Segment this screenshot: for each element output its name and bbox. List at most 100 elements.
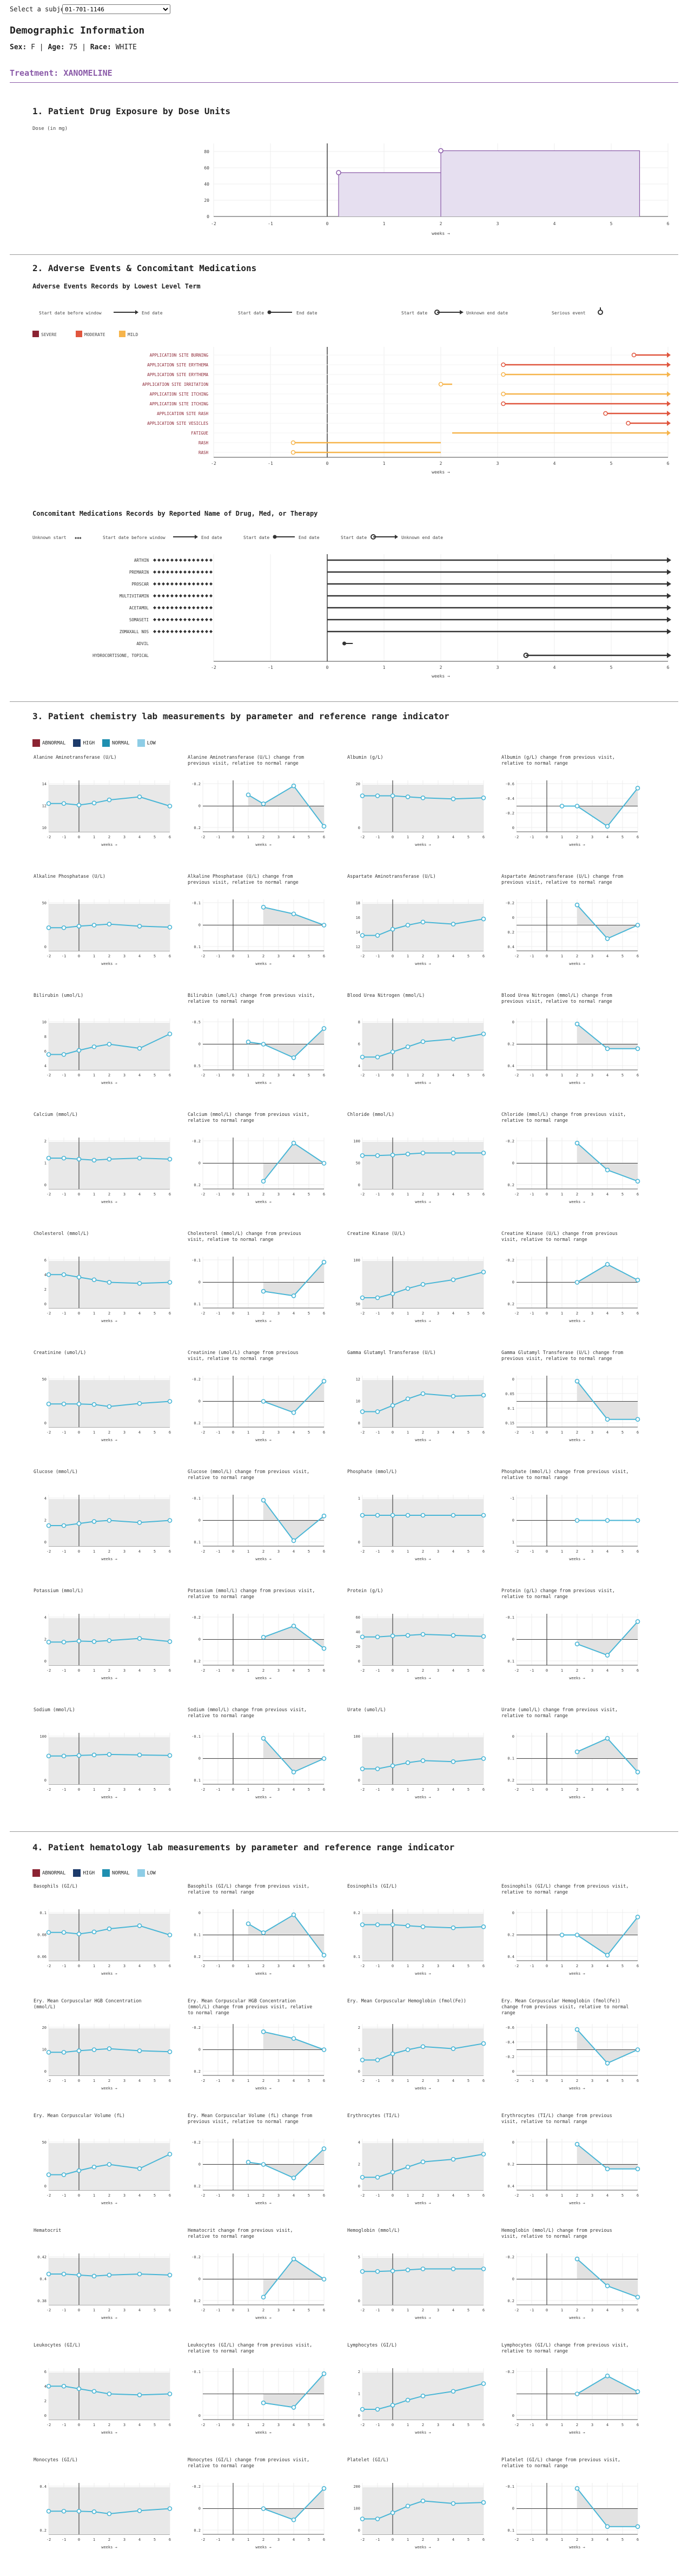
y-tick-label: 0 [199,1280,201,1285]
y-tick-label: -0.2 [505,811,514,816]
hematology-legend: ABNORMAL HIGH NORMAL LOW [32,1867,163,1877]
y-tick-label: 0.2 [39,2528,47,2533]
lab-point [420,1151,426,1155]
x-tick-label: 2 [108,1311,110,1316]
x-tick-label: 6 [323,2079,325,2083]
lab-panel: Basophils (GI/L) change from previous vi… [188,1884,327,1976]
lab-point [405,1044,411,1049]
x-tick-label: -1 [530,2538,534,2542]
panel-xlabel: weeks → [569,2201,585,2205]
legend-text: Start date [243,535,269,540]
delta-point [261,2295,266,2299]
x-tick-label: 5 [467,1073,469,1077]
delta-point [321,1259,327,1265]
x-tick-label: 2 [576,1192,578,1197]
x-tick-label: -1 [530,2193,534,2198]
x-tick-label: -2 [211,221,216,226]
delta-area [263,2488,324,2520]
x-tick-label: 3 [437,2308,439,2312]
x-tick-label: 1 [93,1964,95,1968]
lab-point [375,2174,380,2180]
lab-point [360,793,365,798]
normal-range-band [362,2258,484,2305]
x-tick-label: -2 [47,1192,51,1197]
cm-arrow [667,581,671,587]
x-tick-label: -2 [47,1788,51,1792]
x-tick-label: 6 [169,835,171,839]
x-tick-label: 1 [93,1311,95,1316]
delta-point [291,1140,296,1146]
x-tick-label: -1 [375,1192,380,1197]
lab-point [451,1633,456,1638]
x-tick-label: 6 [637,1073,639,1077]
lab-point [420,1924,426,1929]
cm-unknown-start [157,594,161,597]
x-tick-label: -1 [216,954,220,958]
x-tick-label: 2 [108,954,110,958]
panel-title: Potassium (mmol/L) change from previous … [188,1588,315,1594]
lab-point [420,2159,426,2165]
x-tick-label: 5 [621,1192,624,1197]
x-tick-label: -1 [530,1311,534,1316]
lab-point [76,2048,82,2053]
x-tick-label: 0 [546,2193,548,2198]
y-tick-label: 50 [42,1377,47,1382]
cm-unknown-start [157,582,161,586]
legend-text: End date [142,311,163,316]
panel-title: Bilirubin (umol/L) change from previous … [188,993,315,998]
delta-point [574,804,580,809]
cm-unknown-start [209,558,213,562]
x-tick-label: 3 [123,2538,125,2542]
lab-point [91,1158,97,1163]
cm-unknown-start [196,582,200,586]
legend-swatch [137,1869,145,1877]
x-tick-label: -1 [268,221,273,226]
x-tick-label: 1 [247,954,249,958]
x-tick-label: 1 [247,1964,249,1968]
lab-point [46,2049,51,2055]
x-tick-label: -2 [201,1788,205,1792]
delta-point [291,1410,296,1415]
subject-select[interactable]: 01-701-1146 [62,4,170,14]
cm-unknown-start [188,630,191,633]
lab-point [360,1922,365,1927]
y-tick-label: -0.2 [505,1258,514,1263]
y-tick-label: 0 [358,2184,360,2189]
x-tick-label: 0 [392,1430,394,1435]
x-tick-label: -1 [268,665,273,670]
lab-point [390,1633,395,1639]
x-tick-label: -1 [530,1788,534,1792]
lab-point [360,1634,365,1640]
delta-point [574,1021,580,1027]
lab-point [390,1049,395,1055]
x-tick-label: 4 [293,1430,295,1435]
x-tick-label: 0 [78,2423,80,2427]
x-tick-label: -2 [47,1668,51,1673]
x-tick-label: 0 [392,1549,394,1554]
lab-panel: Creatinine (umol/L) change from previous… [188,1350,327,1442]
y-tick-label: -0.5 [191,1020,201,1024]
lab-point [107,1404,112,1409]
legend-item-high: HIGH [73,1869,95,1877]
delta-point [574,1140,580,1146]
x-tick-label: 4 [606,2308,608,2312]
x-tick-label: -2 [201,2423,205,2427]
lab-panel: Platelet (GI/L) change from previous vis… [501,2457,640,2549]
x-tick-label: 6 [323,835,325,839]
x-tick-label: -1 [375,1430,380,1435]
cm-unknown-start [166,594,169,597]
lab-panel: Alkaline Phosphatase (U/L) change frompr… [188,874,327,966]
x-tick-label: -2 [201,2079,205,2083]
lab-point [405,794,411,799]
x-tick-label: 2 [108,2193,110,2198]
x-tick-label: 6 [637,1668,639,1673]
lab-point [61,2508,67,2514]
lab-point [61,2383,67,2389]
subject-select-label: Select a subject [10,5,72,13]
lab-point [61,2271,67,2277]
cm-med-label: ACETAMOL [129,606,149,610]
lab-point [405,1286,411,1291]
lab-point [91,2047,97,2052]
x-tick-label: 0 [78,1668,80,1673]
